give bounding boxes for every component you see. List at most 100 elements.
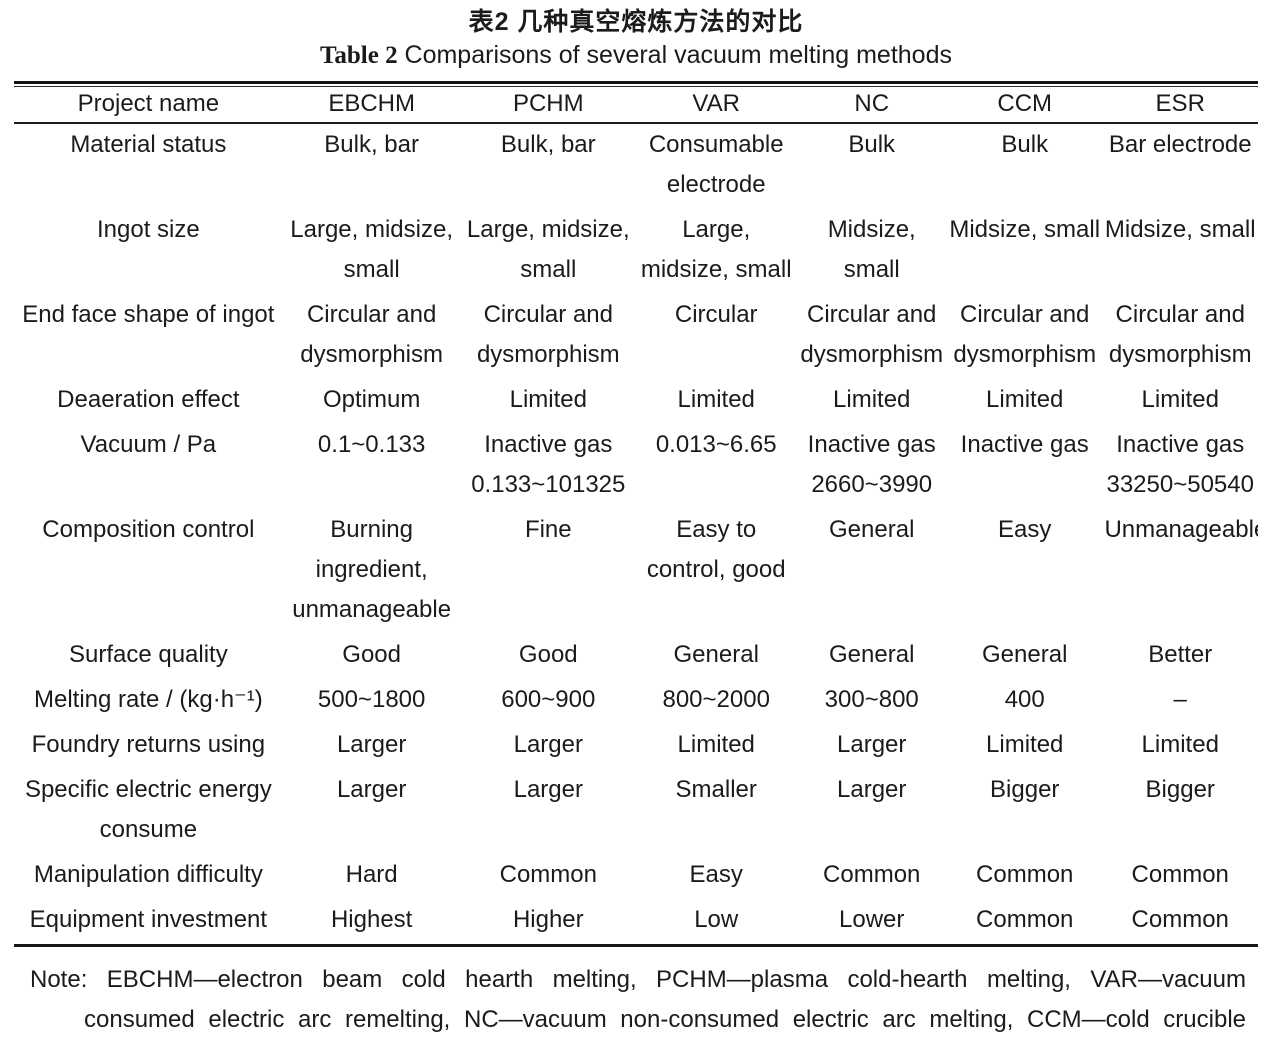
row-label: Composition control bbox=[42, 516, 255, 543]
table-cell: Higher bbox=[512, 906, 584, 933]
table-row: Material status Bulk, bar Bulk, bar Consuma… bbox=[14, 123, 1258, 209]
table-cell: Larger bbox=[837, 731, 907, 758]
table-cell: Highest bbox=[330, 906, 413, 933]
row-label: Vacuum / Pa bbox=[80, 431, 217, 458]
table-cell: 0.1~0.133 bbox=[317, 431, 426, 458]
table-cell: Circular and dysmorphism bbox=[476, 301, 620, 368]
table-cell: Larger bbox=[513, 731, 583, 758]
table-cell: Bigger bbox=[1145, 776, 1215, 803]
table-cell: Circular and dysmorphism bbox=[953, 301, 1097, 368]
table-note: Note: EBCHM—electron beam cold hearth me… bbox=[30, 966, 1246, 1033]
row-label: Equipment investment bbox=[29, 906, 268, 933]
table-cell: Fine bbox=[524, 516, 572, 543]
table-cell: Circular bbox=[674, 301, 758, 328]
table-cell: Limited bbox=[986, 386, 1064, 413]
table-cell: Easy to control, good bbox=[646, 516, 786, 583]
table-wrapper: Project name EBCHM PCHM VAR NC CCM ESR Materia… bbox=[14, 81, 1258, 947]
table-header: Project name EBCHM PCHM VAR NC CCM ESR bbox=[14, 87, 1258, 124]
column-header-method: PCHM bbox=[460, 87, 636, 124]
table-cell: Midsize, small bbox=[827, 216, 916, 283]
caption-zh-title: 几种真空熔炼方法的对比 bbox=[517, 8, 804, 36]
top-rule-thick bbox=[14, 81, 1258, 86]
table-cell: Easy bbox=[689, 861, 743, 888]
table-cell: Limited bbox=[833, 386, 911, 413]
table-cell: Easy bbox=[998, 516, 1052, 543]
table-cell: Large, midsize, small bbox=[290, 216, 454, 283]
table-cell: Large, midsize, small bbox=[466, 216, 630, 283]
table-cell: Larger bbox=[513, 776, 583, 803]
top-rule-thin bbox=[14, 86, 1258, 87]
table-cell: Inactive gas 2660~3990 bbox=[807, 431, 936, 498]
table-cell: Larger bbox=[837, 776, 907, 803]
table-cell: General bbox=[673, 641, 759, 668]
row-label: Surface quality bbox=[68, 641, 228, 668]
table-cell: Circular and dysmorphism bbox=[300, 301, 443, 368]
table-row: Melting rate / (kg·h⁻¹) 500~1800 600~900 80… bbox=[14, 679, 1258, 724]
caption-en-label: Table 2 bbox=[320, 42, 398, 69]
table-cell: Limited bbox=[677, 386, 755, 413]
table-cell: Inactive gas 0.133~101325 bbox=[471, 431, 626, 498]
column-header-method: CCM bbox=[946, 87, 1103, 124]
table-cell: Bulk, bar bbox=[500, 131, 596, 158]
table-row: Manipulation difficulty Hard Common Easy Com… bbox=[14, 854, 1258, 899]
row-label: Melting rate / (kg·h⁻¹) bbox=[33, 686, 263, 713]
table-cell: Common bbox=[1131, 906, 1229, 933]
table-cell: Large, midsize, small bbox=[640, 216, 792, 283]
table-cell: Limited bbox=[1141, 386, 1219, 413]
table-row: Surface quality Good Good General General Gen… bbox=[14, 634, 1258, 679]
row-label: Manipulation difficulty bbox=[33, 861, 263, 888]
table-cell: Limited bbox=[677, 731, 755, 758]
table-row: Foundry returns using Larger Larger Limited… bbox=[14, 724, 1258, 769]
table-row: Specific electric energy consume Larger La… bbox=[14, 769, 1258, 854]
table-cell: Circular and dysmorphism bbox=[800, 301, 944, 368]
row-label: End face shape of ingot bbox=[22, 301, 275, 328]
table-cell: Better bbox=[1148, 641, 1213, 668]
table-cell: Limited bbox=[1141, 731, 1219, 758]
table-cell: Good bbox=[518, 641, 578, 668]
table-body: Material status Bulk, bar Bulk, bar Consuma… bbox=[14, 123, 1258, 946]
table-cell: 600~900 bbox=[501, 686, 596, 713]
table-cell: 400 bbox=[1004, 686, 1045, 713]
table-row: Deaeration effect Optimum Limited Limited Li… bbox=[14, 379, 1258, 424]
row-label: Material status bbox=[70, 131, 227, 158]
table-cell: Inactive gas bbox=[960, 431, 1089, 458]
table-cell: Midsize, small bbox=[949, 216, 1101, 243]
table-cell: Hard bbox=[345, 861, 398, 888]
table-cell: Consumable electrode bbox=[648, 131, 784, 198]
table-row: End face shape of ingot Circular and dysm… bbox=[14, 294, 1258, 379]
table-cell: General bbox=[982, 641, 1068, 668]
table-cell: Good bbox=[342, 641, 401, 668]
table-cell: Limited bbox=[986, 731, 1064, 758]
row-label: Ingot size bbox=[96, 216, 200, 243]
table-cell: Bar electrode bbox=[1108, 131, 1252, 158]
table-cell: 500~1800 bbox=[317, 686, 426, 713]
table-cell: Burning ingredient, unmanageable bbox=[292, 516, 452, 623]
table-cell: Smaller bbox=[675, 776, 757, 803]
table-cell: Lower bbox=[839, 906, 905, 933]
table-cell: Inactive gas 33250~50540 bbox=[1106, 431, 1254, 498]
caption-zh-label: 表2 bbox=[468, 8, 510, 36]
table-cell: Limited bbox=[509, 386, 587, 413]
table-caption: 表2 几种真空熔炼方法的对比 Table 2 Comparisons of se… bbox=[0, 6, 1272, 72]
table-header-row: Project name EBCHM PCHM VAR NC CCM ESR bbox=[14, 87, 1258, 124]
table-cell: Larger bbox=[336, 776, 407, 803]
table-cell: Low bbox=[694, 906, 739, 933]
table-cell: – bbox=[1173, 686, 1187, 713]
column-header-method: VAR bbox=[635, 87, 797, 124]
table-cell: Common bbox=[823, 861, 921, 888]
table-cell: Optimum bbox=[322, 386, 421, 413]
table-cell: Bulk, bar bbox=[324, 131, 419, 158]
table-cell: Common bbox=[976, 861, 1074, 888]
table-cell: Common bbox=[1131, 861, 1229, 888]
table-cell: Larger bbox=[336, 731, 407, 758]
table-row: Vacuum / Pa 0.1~0.133 Inactive gas 0.133~1… bbox=[14, 424, 1258, 509]
row-label: Deaeration effect bbox=[57, 386, 240, 413]
table-cell: Bigger bbox=[990, 776, 1060, 803]
row-label: Specific electric energy consume bbox=[24, 776, 272, 843]
caption-en-title: Comparisons of several vacuum melting me… bbox=[397, 41, 952, 69]
table-cell: Bulk bbox=[1001, 131, 1049, 158]
column-header-method: NC bbox=[796, 87, 947, 124]
column-header-method: ESR bbox=[1102, 87, 1258, 124]
row-label: Foundry returns using bbox=[31, 731, 266, 758]
